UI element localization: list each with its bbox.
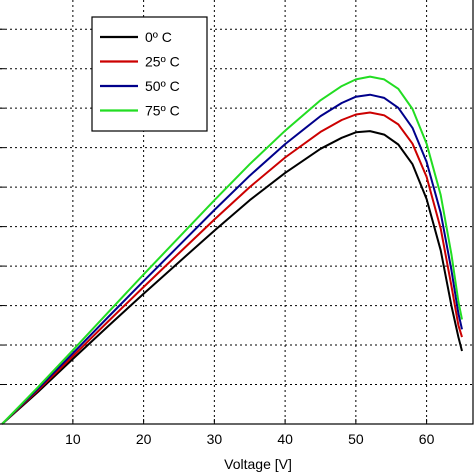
- series-line-25c: [1, 111, 463, 425]
- legend: 0º C 25º C 50º C 75º C: [91, 16, 208, 132]
- x-tick-label: 40: [277, 431, 293, 447]
- x-tick-labels: 10 20 30 40 50 60: [65, 431, 435, 447]
- axis-ticks: [0, 28, 428, 424]
- legend-label: 0º C: [145, 29, 172, 45]
- series-line-75c: [1, 75, 463, 425]
- series-line-0c: [1, 130, 463, 425]
- x-axis-label: Voltage [V]: [224, 456, 292, 472]
- x-tick-label: 20: [136, 431, 152, 447]
- x-tick-label: 50: [348, 431, 364, 447]
- legend-label: 25º C: [145, 54, 180, 70]
- plot-frame: [0, 0, 474, 425]
- x-tick-label: 60: [419, 431, 435, 447]
- grid-lines: [0, 0, 474, 424]
- x-tick-label: 30: [207, 431, 223, 447]
- series-line-50c: [1, 93, 463, 425]
- series-lines: [1, 75, 463, 425]
- legend-label: 50º C: [145, 78, 180, 94]
- x-tick-label: 10: [65, 431, 81, 447]
- legend-label: 75º C: [145, 103, 180, 119]
